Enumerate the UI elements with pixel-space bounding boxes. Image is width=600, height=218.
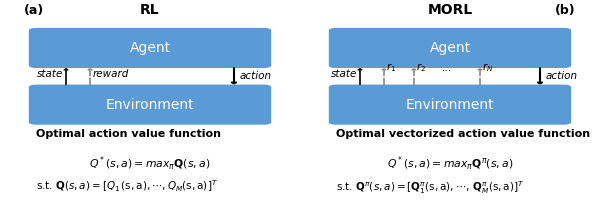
Text: s.t. $\mathbf{Q}(s,a) = [Q_1\,({\sf s,a}), \cdots, Q_M({\sf s,a})]^T$: s.t. $\mathbf{Q}(s,a) = [Q_1\,({\sf s,a}… <box>36 179 218 194</box>
Text: $Q^*(s,a) = max_{\pi}\mathbf{Q}^{\pi}(s,a)$: $Q^*(s,a) = max_{\pi}\mathbf{Q}^{\pi}(s,… <box>387 155 513 173</box>
Text: RL: RL <box>140 3 160 17</box>
Text: (b): (b) <box>556 4 576 17</box>
Text: reward: reward <box>93 69 130 79</box>
FancyBboxPatch shape <box>329 85 571 125</box>
Text: state: state <box>331 69 357 79</box>
FancyBboxPatch shape <box>29 28 271 68</box>
Text: ...: ... <box>442 63 452 73</box>
Text: action: action <box>240 71 272 81</box>
Text: Agent: Agent <box>130 41 170 55</box>
Text: (a): (a) <box>24 4 44 17</box>
Text: Environment: Environment <box>406 98 494 112</box>
Text: Agent: Agent <box>430 41 470 55</box>
Text: Optimal action value function: Optimal action value function <box>36 129 221 139</box>
Text: MORL: MORL <box>427 3 473 17</box>
Text: Optimal vectorized action value function: Optimal vectorized action value function <box>336 129 590 139</box>
FancyBboxPatch shape <box>29 85 271 125</box>
Text: state: state <box>37 69 63 79</box>
Text: $r_1$: $r_1$ <box>386 61 396 74</box>
Text: action: action <box>546 71 578 81</box>
Text: $r_N$: $r_N$ <box>482 61 493 74</box>
Text: $Q^*(s,a) = max_{\pi}\mathbf{Q}(s,a)$: $Q^*(s,a) = max_{\pi}\mathbf{Q}(s,a)$ <box>89 155 211 173</box>
Text: s.t. $\mathbf{Q}^{\pi}(s,a) = [\mathbf{Q}_1^{\pi}({\sf s,a}), \cdots,\, \mathbf{: s.t. $\mathbf{Q}^{\pi}(s,a) = [\mathbf{Q… <box>336 179 524 196</box>
FancyBboxPatch shape <box>329 28 571 68</box>
Text: Environment: Environment <box>106 98 194 112</box>
Text: $r_2$: $r_2$ <box>416 61 426 74</box>
